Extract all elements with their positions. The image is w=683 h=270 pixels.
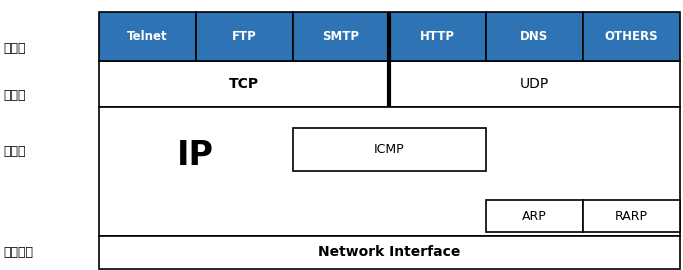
- Bar: [292, 128, 486, 171]
- Text: Telnet: Telnet: [127, 30, 168, 43]
- Text: ARP: ARP: [522, 210, 547, 222]
- Text: FTP: FTP: [232, 30, 257, 43]
- Bar: [486, 12, 583, 61]
- Text: IP: IP: [178, 139, 214, 172]
- Bar: [99, 61, 680, 107]
- Text: ICMP: ICMP: [374, 143, 404, 156]
- Text: 网络层: 网络层: [3, 145, 26, 158]
- Text: SMTP: SMTP: [322, 30, 359, 43]
- Bar: [583, 12, 680, 61]
- Bar: [196, 12, 292, 61]
- Bar: [99, 236, 680, 269]
- Bar: [583, 200, 680, 232]
- Bar: [292, 12, 389, 61]
- Bar: [99, 12, 196, 61]
- Text: UDP: UDP: [520, 77, 549, 91]
- Text: Network Interface: Network Interface: [318, 245, 460, 259]
- Text: TCP: TCP: [229, 77, 260, 91]
- Text: OTHERS: OTHERS: [604, 30, 658, 43]
- Text: RARP: RARP: [615, 210, 647, 222]
- Text: HTTP: HTTP: [420, 30, 455, 43]
- Text: DNS: DNS: [520, 30, 548, 43]
- Text: 网络接口: 网络接口: [3, 246, 33, 259]
- Text: 应用层: 应用层: [3, 42, 26, 55]
- Bar: [486, 200, 583, 232]
- Bar: [389, 12, 486, 61]
- Bar: [99, 107, 680, 236]
- Text: 传输层: 传输层: [3, 89, 26, 102]
